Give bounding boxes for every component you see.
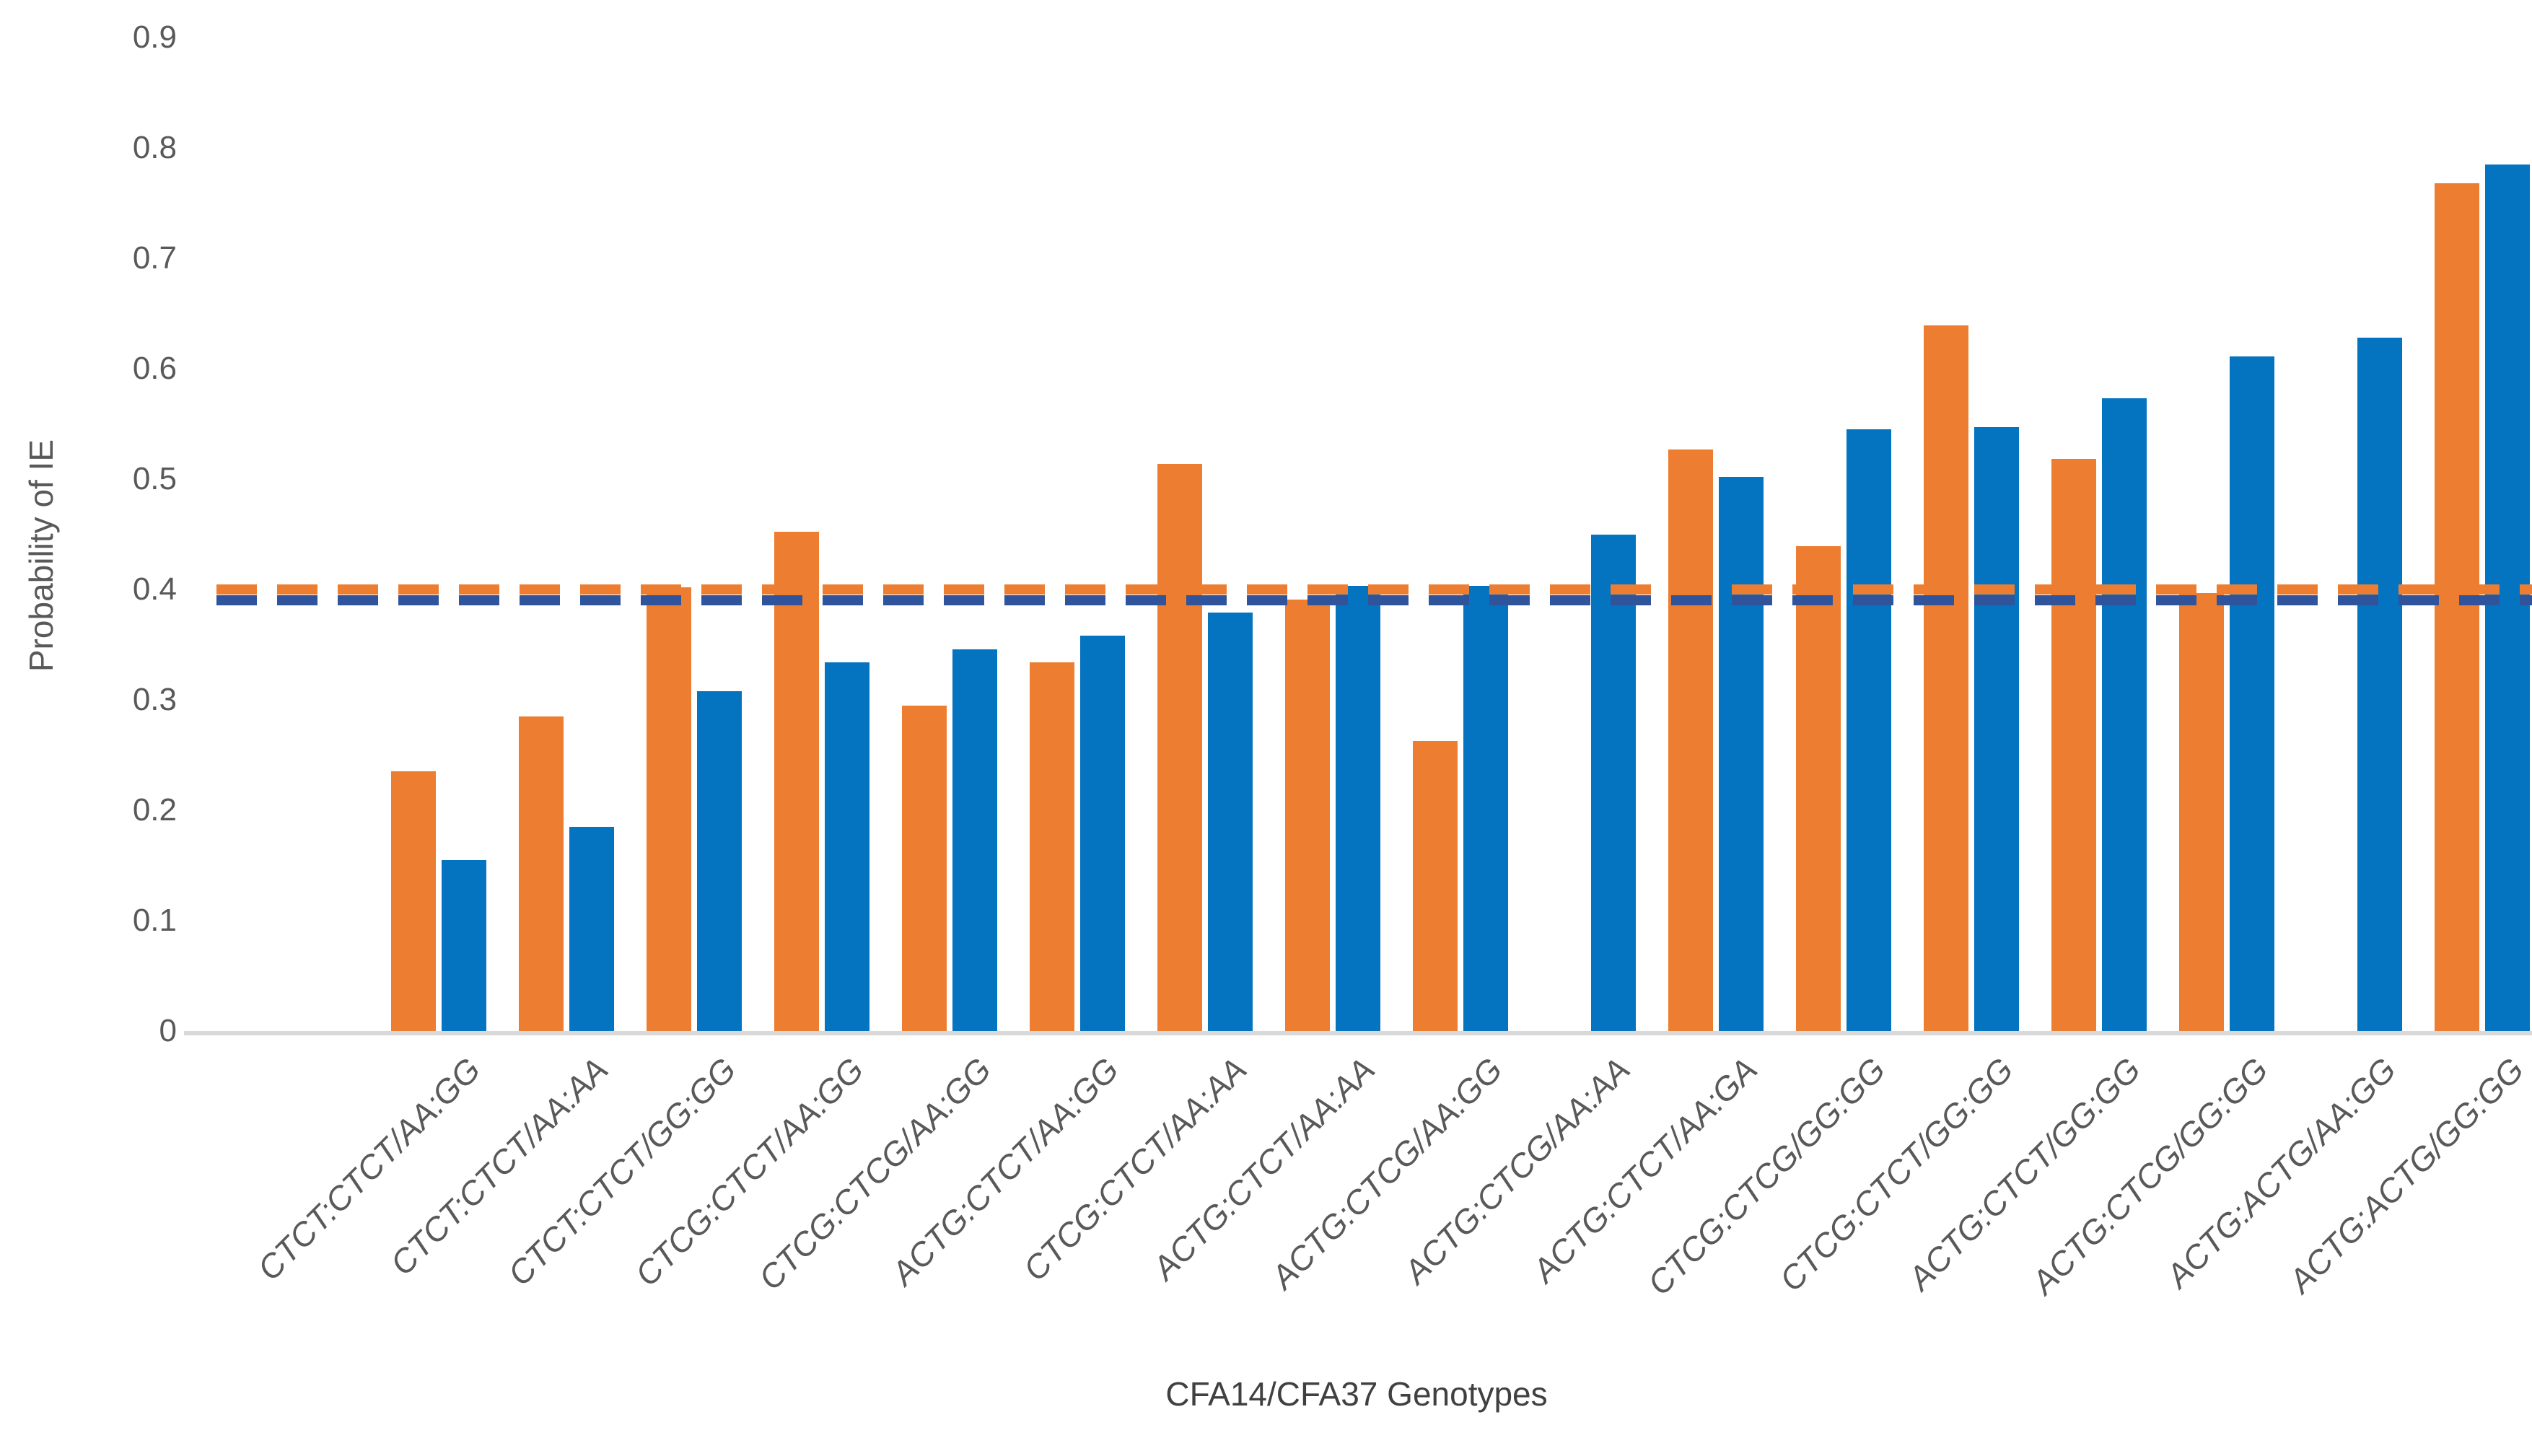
blue-series-bar (1463, 586, 1508, 1031)
blue-series-bar (697, 690, 742, 1031)
orange-series-bar (1030, 662, 1074, 1031)
blue-series-bar (2357, 338, 2402, 1031)
y-tick-label: 0.7 (132, 240, 177, 276)
category-label: CTCT:CTCT/AA:GG (250, 1050, 488, 1288)
orange-series-bar (1668, 449, 1713, 1031)
orange-series-bar (519, 716, 564, 1031)
y-tick-label: 0.6 (132, 351, 177, 386)
blue-series-bar (1719, 476, 1764, 1031)
orange-series-bar (391, 771, 436, 1031)
y-tick-label: 0.9 (132, 19, 177, 55)
blue-series-bar (1591, 534, 1636, 1031)
category-label: CTCG:CTCT/GG:GG (1771, 1050, 2020, 1299)
orange-series-bar (647, 587, 691, 1031)
y-tick-label: 0.4 (132, 571, 177, 607)
blue-series-bar (1847, 429, 1891, 1031)
orange-series-bar (1413, 740, 1458, 1031)
category-label: ACTG:CTCT/GG:GG (1901, 1050, 2148, 1297)
y-tick-label: 0.5 (132, 461, 177, 496)
orange-series-bar (774, 532, 819, 1031)
blue-series-bar (2102, 398, 2147, 1031)
category-label: CTCG:CTCT/AA:AA (1015, 1050, 1254, 1289)
y-tick-label: 0.2 (132, 792, 177, 828)
category-label: ACTG:CTCT/AA:GG (884, 1050, 1126, 1292)
y-tick-label: 0 (159, 1013, 177, 1048)
orange-series-bar (902, 705, 947, 1031)
category-label: CTCG:CTCG/GG:GG (1640, 1050, 1893, 1303)
x-axis-title: CFA14/CFA37 Genotypes (1165, 1375, 1548, 1413)
y-tick-label: 0.8 (132, 130, 177, 165)
category-label: CTCG:CTCG/AA:GG (751, 1050, 999, 1297)
orange-dashed-reference-line (216, 584, 2532, 595)
category-label: ACTG:CTCG/AA:AA (1396, 1050, 1637, 1291)
y-tick-label: 0.3 (132, 682, 177, 717)
category-label: ACTG:CTCT/AA:GA (1525, 1050, 1765, 1290)
blue-series-bar (1974, 427, 2019, 1031)
blue-series-bar (442, 859, 486, 1031)
orange-series-bar (1285, 599, 1330, 1031)
category-label: CTCT:CTCT/GG:GG (500, 1050, 743, 1293)
blue-series-bar (2230, 356, 2274, 1031)
blue-dashed-reference-line (216, 595, 2532, 606)
blue-series-bar (1336, 586, 1380, 1031)
orange-series-bar (1796, 546, 1841, 1031)
category-label: CTCT:CTCT/AA:AA (382, 1050, 616, 1283)
category-label: ACTG:ACTG/GG:GG (2281, 1050, 2531, 1300)
blue-series-bar (825, 662, 869, 1031)
category-label: ACTG:CTCT/AA:AA (1144, 1050, 1382, 1287)
blue-series-bar (1080, 636, 1125, 1031)
category-label: ACTG:ACTG/AA:GG (2158, 1050, 2404, 1295)
orange-series-bar (1157, 463, 1202, 1031)
category-label: ACTG:CTCG/AA:GG (1263, 1050, 1510, 1297)
x-axis-line (184, 1031, 2532, 1035)
orange-series-bar (1924, 325, 1968, 1031)
blue-series-bar (569, 826, 614, 1031)
blue-series-bar (1208, 613, 1253, 1031)
y-axis-title: Probability of IE (22, 439, 60, 672)
blue-series-bar (952, 649, 997, 1031)
orange-series-bar (2435, 183, 2479, 1031)
category-label: ACTG:CTCG/GG:GG (2024, 1050, 2276, 1302)
y-tick-label: 0.1 (132, 903, 177, 938)
orange-series-bar (2051, 459, 2096, 1031)
category-label: CTCG:CTCT/AA:GG (627, 1050, 871, 1294)
orange-series-bar (2179, 592, 2224, 1031)
